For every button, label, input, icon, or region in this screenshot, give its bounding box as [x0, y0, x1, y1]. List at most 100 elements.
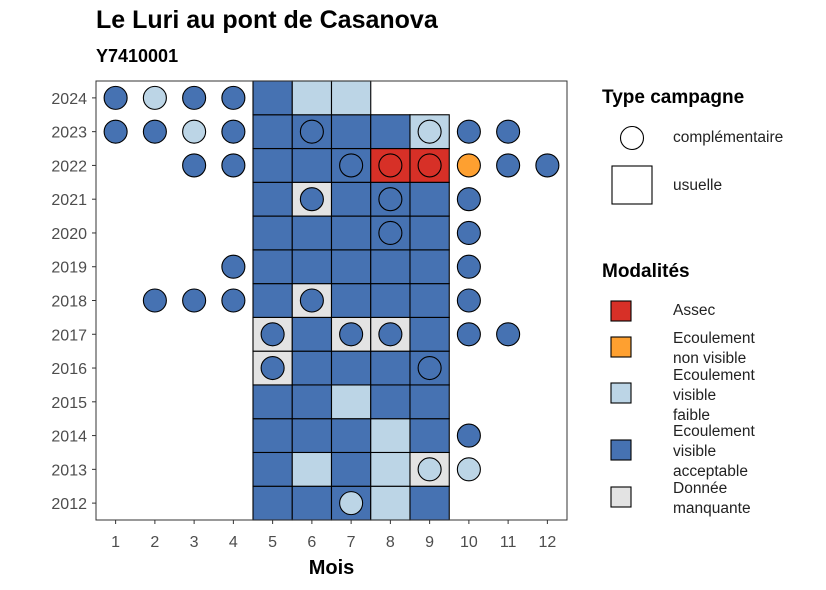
- point-2023-4: [221, 119, 246, 144]
- point-2024-4: [221, 85, 246, 110]
- point-2022-8: [378, 153, 403, 178]
- tile-2012-9: [409, 485, 450, 521]
- tile-2023-5: [252, 114, 293, 150]
- tile-2013-7: [330, 451, 372, 487]
- tile-2017-9: [409, 316, 450, 352]
- y-tick-label-2015: 2015: [51, 395, 87, 412]
- tile-2018-7: [330, 283, 372, 318]
- x-tick-label-7: 7: [347, 534, 356, 551]
- tile-2016-7: [330, 350, 372, 386]
- tile-2018-5: [252, 283, 293, 318]
- point-2018-10: [456, 288, 481, 313]
- legend-mod-label-acceptable: Ecoulement visible acceptable: [673, 423, 755, 480]
- tile-2023-8: [370, 114, 411, 150]
- tile-2019-7: [330, 249, 372, 285]
- legend-key-mod-0: [610, 300, 632, 322]
- chart-title: Le Luri au pont de Casanova: [96, 6, 438, 34]
- tile-2018-8: [370, 283, 411, 318]
- point-2023-1: [103, 119, 128, 144]
- point-2014-10: [456, 423, 481, 448]
- legend-key-mod-2: [610, 382, 632, 404]
- tile-2014-8: [370, 418, 411, 454]
- y-tick-label-2024: 2024: [51, 91, 87, 108]
- tile-2020-5: [252, 215, 293, 251]
- point-2023-10: [456, 119, 481, 144]
- point-2013-10: [456, 457, 481, 482]
- tile-2014-7: [330, 418, 372, 454]
- point-2017-8: [378, 322, 403, 347]
- tile-2012-8: [370, 485, 411, 521]
- point-2022-12: [535, 153, 560, 178]
- tile-2019-8: [370, 249, 411, 285]
- tile-2022-5: [252, 147, 293, 183]
- y-tick-label-2012: 2012: [51, 496, 87, 513]
- point-2018-2: [142, 288, 167, 313]
- legend-type-title: Type campagne: [602, 87, 745, 108]
- tile-2021-7: [330, 181, 372, 217]
- point-2012-7: [339, 491, 364, 516]
- point-2020-8: [378, 220, 403, 246]
- legend-mod-label-non-visible: Ecoulement non visible: [673, 330, 755, 367]
- point-2021-8: [378, 187, 403, 212]
- tile-2014-6: [291, 418, 333, 454]
- x-axis-title: Mois: [309, 557, 355, 579]
- tile-2024-5: [252, 80, 293, 116]
- tile-2019-6: [291, 249, 333, 285]
- x-tick-label-1: 1: [111, 534, 120, 551]
- chart-subtitle: Y7410001: [96, 46, 179, 66]
- tile-2013-8: [370, 451, 411, 487]
- point-2019-10: [456, 254, 481, 279]
- tile-2020-9: [409, 215, 450, 251]
- legend-type-label-usuelle: usuelle: [673, 177, 723, 194]
- point-2016-5: [260, 355, 285, 381]
- x-tick-label-4: 4: [229, 534, 238, 551]
- tile-2022-6: [291, 147, 333, 183]
- x-tick-label-3: 3: [190, 534, 199, 551]
- tile-2012-6: [291, 485, 333, 521]
- tile-2021-9: [409, 181, 450, 217]
- point-2018-4: [221, 288, 246, 313]
- point-2018-3: [182, 288, 207, 313]
- x-tick-label-12: 12: [538, 534, 556, 551]
- x-tick-label-5: 5: [268, 534, 277, 551]
- y-tick-label-2021: 2021: [51, 192, 87, 209]
- point-2022-10: [456, 153, 481, 178]
- tile-2017-6: [291, 316, 333, 352]
- y-tick-label-2020: 2020: [51, 226, 87, 243]
- tile-2015-7: [330, 384, 372, 420]
- point-2022-9: [417, 153, 442, 178]
- point-2023-9: [417, 119, 442, 144]
- legend-key-mod-4: [610, 486, 632, 508]
- y-tick-label-2018: 2018: [51, 294, 87, 311]
- y-tick-label-2019: 2019: [51, 260, 87, 277]
- tile-2016-8: [370, 350, 411, 386]
- x-tick-label-6: 6: [307, 534, 316, 551]
- point-2022-3: [182, 153, 207, 178]
- tile-2024-6: [291, 80, 333, 116]
- x-tick-label-9: 9: [425, 534, 434, 551]
- y-tick-label-2016: 2016: [51, 361, 87, 378]
- tile-2020-7: [330, 215, 372, 251]
- tile-2019-5: [252, 249, 293, 285]
- point-2013-9: [417, 457, 442, 482]
- legend-key-mod-1: [610, 336, 632, 358]
- point-2017-11: [496, 322, 521, 347]
- point-2018-6: [299, 288, 324, 313]
- y-tick-label-2014: 2014: [51, 429, 87, 446]
- x-tick-label-2: 2: [150, 534, 159, 551]
- legend-key-complementaire: [619, 125, 645, 151]
- point-2023-3: [182, 119, 207, 144]
- tile-2015-9: [409, 384, 450, 420]
- x-tick-label-8: 8: [386, 534, 395, 551]
- tile-2013-6: [291, 451, 333, 487]
- y-tick-label-2022: 2022: [51, 158, 87, 175]
- point-2024-3: [182, 85, 207, 110]
- tile-2021-5: [252, 181, 293, 217]
- legend-mod-label-faible: Ecoulement visible faible: [673, 367, 755, 424]
- point-2022-7: [339, 153, 364, 178]
- legend-mod-label-manquante: Donnée manquante: [673, 480, 751, 517]
- legend-mod-label-assec: Assec: [673, 302, 716, 319]
- x-tick-label-10: 10: [460, 534, 478, 551]
- tile-2012-5: [252, 485, 293, 521]
